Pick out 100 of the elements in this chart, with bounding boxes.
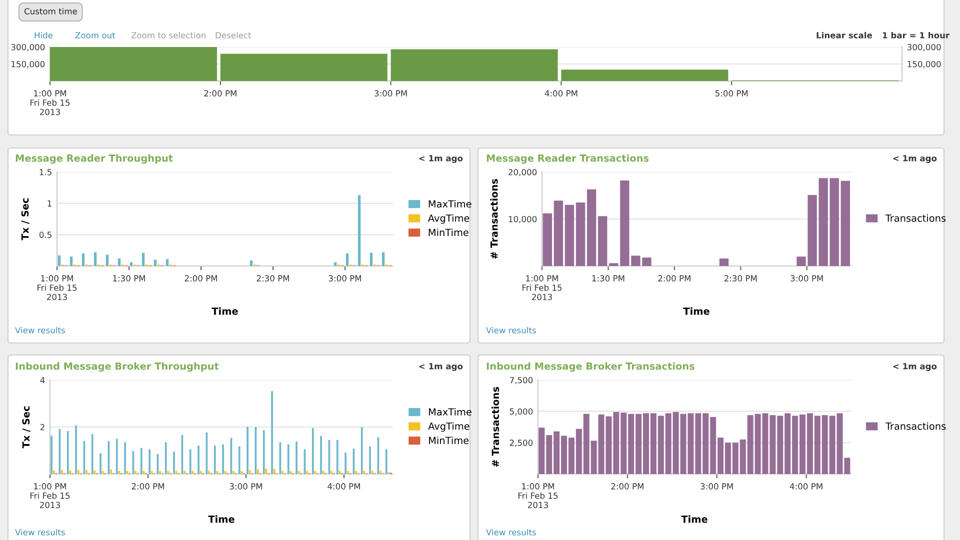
text: 1 bar = 1 hour xyxy=(882,32,950,38)
bar xyxy=(564,204,574,266)
text: < 1m ago xyxy=(893,363,937,372)
chart-title: Message Reader Throughput xyxy=(16,154,173,164)
x-tick-label: 2:00 PM xyxy=(184,275,217,282)
bar xyxy=(561,70,728,81)
y-axis-title: Tx / Sec xyxy=(22,406,30,448)
y-tick-label: 300,000 xyxy=(11,44,45,52)
bar xyxy=(58,255,61,266)
x-tick-label: 3:00 PM xyxy=(328,275,361,282)
y2-tick-label: 150,000 xyxy=(908,60,941,68)
text: Zoom to selection xyxy=(131,32,206,38)
bar xyxy=(70,256,73,266)
x-tick-label: 4:00 PM xyxy=(328,483,360,490)
x-tick-label: 2:30 PM xyxy=(724,275,757,282)
text: View results xyxy=(15,326,65,334)
bar xyxy=(382,252,385,266)
x-axis-title: Time xyxy=(683,307,710,315)
x-tick-label: 2:30 PM xyxy=(256,275,289,282)
text: < 1m ago xyxy=(419,155,463,164)
bar xyxy=(609,263,618,266)
legend-label: MaxTime xyxy=(428,200,472,208)
x-axis-title: Time xyxy=(212,307,238,315)
y-tick-label: 2 xyxy=(40,424,44,430)
bar xyxy=(830,178,839,266)
y-tick-label: 20,000 xyxy=(508,168,537,176)
x-axis-title: Time xyxy=(208,515,234,523)
bar xyxy=(220,54,388,81)
text: View results xyxy=(486,528,536,536)
legend-label: AvgTime xyxy=(428,422,470,432)
bar xyxy=(130,262,133,266)
bar xyxy=(390,49,558,81)
x-tick-label: 1:00 PM Fri Feb 15 2013 xyxy=(30,90,70,116)
x-tick-label: 5:00 PM xyxy=(715,90,748,96)
bar xyxy=(358,195,361,266)
y-tick-label: 1.5 xyxy=(40,169,52,176)
y-tick-label: 150,000 xyxy=(12,60,45,68)
y-tick-label: 1 xyxy=(48,200,52,206)
bar xyxy=(542,213,552,266)
x-tick-label: 4:00 PM xyxy=(544,90,578,96)
y-tick-label: 2,500 xyxy=(510,440,533,447)
bar xyxy=(586,189,596,266)
bar xyxy=(598,216,608,266)
legend-label: AvgTime xyxy=(428,214,470,224)
x-tick-label: 3:00 PM xyxy=(230,483,262,490)
x-tick-label: 2:00 PM xyxy=(132,483,164,490)
bar xyxy=(576,202,586,266)
chart-title: Inbound Message Broker Transactions xyxy=(486,362,694,372)
chart-title: Inbound Message Broker Throughput xyxy=(16,362,219,372)
text: Custom time xyxy=(24,8,77,14)
bar xyxy=(94,252,97,266)
x-tick-label: 3:00 PM xyxy=(700,483,733,490)
legend-label: MinTime xyxy=(428,228,468,236)
bar xyxy=(82,253,85,266)
text: Linear scale xyxy=(816,32,872,38)
y-axis-title: Tx / Sec xyxy=(21,198,30,240)
bar xyxy=(334,262,337,266)
x-tick-label: 3:00 PM xyxy=(790,275,823,282)
text: < 1m ago xyxy=(419,363,463,372)
x-tick-label: 2:00 PM xyxy=(204,90,236,96)
chart-title: Message Reader Transactions xyxy=(486,154,649,164)
x-tick-label: 2:00 PM xyxy=(611,483,644,490)
legend-label: MaxTime xyxy=(429,408,472,416)
x-tick-label: 1:00 PM Fri Feb 15 2013 xyxy=(38,275,77,300)
bar xyxy=(346,253,349,266)
y-tick-label: 0.5 xyxy=(39,232,52,238)
y-tick-label: 4 xyxy=(40,377,45,384)
bar xyxy=(106,254,109,266)
x-axis-title: Time xyxy=(681,515,708,523)
text: Zoom out xyxy=(75,32,116,38)
x-tick-label: 4:00 PM xyxy=(790,483,822,490)
bar xyxy=(50,47,217,81)
bar xyxy=(166,259,169,266)
text: View results xyxy=(15,528,65,536)
bar xyxy=(250,260,253,266)
y2-tick-label: 300,000 xyxy=(907,44,941,52)
x-tick-label: 2:00 PM xyxy=(658,275,690,282)
legend-label: Transactions xyxy=(885,214,946,222)
legend-label: Transactions xyxy=(885,422,946,430)
text: View results xyxy=(486,326,536,334)
y-axis-title: # Transactions xyxy=(490,179,498,259)
bar xyxy=(118,258,121,266)
text: < 1m ago xyxy=(893,155,937,164)
text: Deselect xyxy=(216,32,252,38)
y-tick-label: 7,500 xyxy=(510,376,533,384)
legend-label: MinTime xyxy=(429,436,469,444)
y-tick-label: 5,000 xyxy=(510,408,533,416)
bar xyxy=(554,200,564,266)
x-tick-label: 1:00 PM Fri Feb 15 2013 xyxy=(518,483,558,508)
x-tick-label: 1:30 PM xyxy=(113,275,145,282)
x-tick-label: 1:00 PM Fri Feb 15 2013 xyxy=(522,275,562,300)
x-tick-label: 3:00 PM xyxy=(374,90,407,96)
y-axis-title: # Transactions xyxy=(492,387,500,467)
text: Hide xyxy=(34,32,53,38)
bar xyxy=(370,252,373,266)
bar xyxy=(840,180,850,266)
y-tick-label: 10,000 xyxy=(508,216,537,224)
bar xyxy=(154,260,157,266)
bar xyxy=(719,258,729,266)
x-tick-label: 1:00 PM Fri Feb 15 2013 xyxy=(30,483,70,508)
